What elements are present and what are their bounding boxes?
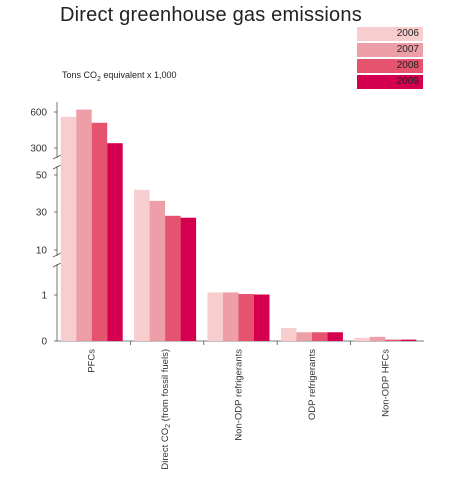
bar-2006-3 — [280, 328, 297, 341]
y-tick-label: 50 — [36, 171, 48, 182]
x-category-label: Non-ODP HFCs — [380, 349, 391, 417]
bar-2006-0 — [60, 116, 77, 341]
bar-2007-0 — [76, 109, 92, 341]
bar-2008-3 — [311, 332, 328, 341]
bar-2009-0 — [107, 143, 123, 341]
y-tick-label: 0 — [41, 337, 47, 348]
x-category-label: Direct CO2 (from fossil fuels) — [160, 349, 172, 470]
legend: 2006 2007 2008 2009 — [357, 27, 423, 91]
y-tick-label: 30 — [36, 208, 48, 219]
bar-2009-3 — [327, 332, 343, 341]
bar-2009-2 — [254, 294, 270, 341]
bar-2007-2 — [223, 292, 239, 341]
bar-2009-4 — [400, 339, 417, 341]
axis-break-mark — [52, 262, 62, 268]
y-tick-label: 600 — [30, 108, 47, 119]
legend-item-2008: 2008 — [357, 59, 423, 73]
y-axis-unit-label: Tons CO2 equivalent x 1,000 — [62, 70, 177, 83]
bar-2007-1 — [149, 200, 166, 341]
bar-2008-4 — [385, 339, 401, 341]
x-category-label: PFCs — [87, 349, 98, 373]
bar-2008-2 — [238, 294, 254, 341]
y-tick-label: 1 — [41, 291, 47, 302]
y-tick-label: 10 — [36, 246, 48, 257]
y-tick-label: 300 — [30, 144, 47, 155]
axis-break-mark — [52, 164, 62, 170]
legend-item-2007: 2007 — [357, 43, 423, 57]
bar-2006-2 — [207, 292, 223, 341]
bar-2009-1 — [180, 217, 197, 341]
bar-2008-1 — [165, 215, 181, 341]
bar-2006-4 — [354, 337, 370, 341]
legend-item-2006: 2006 — [357, 27, 423, 41]
chart-title: Direct greenhouse gas emissions — [60, 4, 362, 26]
legend-item-2009: 2009 — [357, 75, 423, 89]
x-category-label: ODP refrigerants — [307, 349, 318, 420]
bar-2006-1 — [134, 189, 150, 341]
axis-break-mark — [52, 252, 62, 258]
bar-2007-4 — [369, 336, 386, 341]
bar-2007-3 — [296, 332, 312, 341]
axis-break-mark — [52, 154, 62, 160]
x-category-label: Non-ODP refrigerants — [234, 349, 245, 441]
bar-2008-0 — [91, 122, 108, 341]
